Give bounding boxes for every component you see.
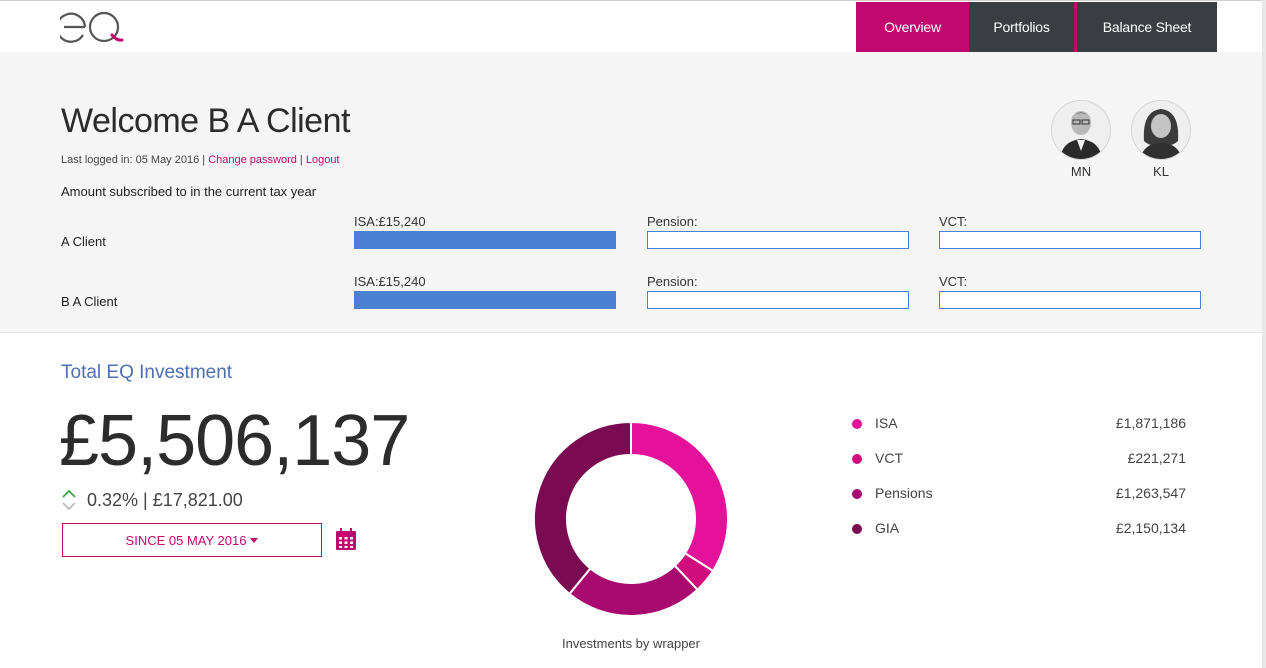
advisor-initials: MN <box>1070 164 1092 179</box>
change-row: 0.32% | £17,821.00 <box>61 488 243 512</box>
top-bar: Overview Portfolios Balance Sheet <box>0 0 1266 52</box>
pension-label: Pension: <box>647 214 698 229</box>
page-scrollbar[interactable] <box>1262 0 1266 668</box>
pension-label: Pension: <box>647 274 698 289</box>
isa-bar-fill <box>355 292 615 308</box>
client-name-a: A Client <box>61 234 106 249</box>
legend-value: £1,263,547 <box>1115 485 1186 501</box>
donut-slice-gia[interactable] <box>533 420 632 596</box>
pension-bar <box>647 231 909 249</box>
caret-down-icon <box>250 537 259 543</box>
isa-bar <box>354 231 616 249</box>
avatar[interactable] <box>1051 100 1111 160</box>
vct-label: VCT: <box>939 274 968 289</box>
legend-label: VCT <box>875 450 903 466</box>
isa-label: ISA:£15,240 <box>354 274 426 289</box>
pension-bar <box>647 291 909 309</box>
advisor-photo-icon <box>1132 101 1190 159</box>
change-password-link[interactable]: Change password <box>208 154 297 166</box>
calendar-icon[interactable] <box>335 527 357 551</box>
vct-bar <box>939 231 1201 249</box>
up-down-chevron-icon <box>62 489 76 511</box>
advisor-photo-icon <box>1052 101 1110 159</box>
since-date-label: SINCE 05 MAY 2016 <box>125 532 247 548</box>
nav-overview[interactable]: Overview <box>856 2 969 52</box>
main-nav: Overview Portfolios Balance Sheet <box>856 2 1217 52</box>
investments-donut-chart <box>533 420 729 617</box>
legend-dot <box>852 524 862 534</box>
chart-legend: ISA £1,871,186 VCT £221,271 Pensions £1,… <box>850 414 1186 554</box>
donut-slice-pensions[interactable] <box>567 564 699 617</box>
legend-item: VCT £221,271 <box>850 449 1186 484</box>
legend-value: £221,271 <box>1127 450 1186 466</box>
legend-dot <box>852 454 862 464</box>
eq-logo[interactable] <box>60 7 126 47</box>
amount-subscribed-label: Amount subscribed to in the current tax … <box>61 184 317 199</box>
last-logged-info: Last logged in: 05 May 2016 | Change pas… <box>61 154 340 166</box>
nav-separator <box>1074 2 1077 52</box>
legend-dot <box>852 489 862 499</box>
section-title: Total EQ Investment <box>61 362 233 383</box>
avatar[interactable] <box>1131 100 1191 160</box>
legend-item: ISA £1,871,186 <box>850 414 1186 449</box>
legend-label: ISA <box>875 415 898 431</box>
welcome-panel: Welcome B A Client Last logged in: 05 Ma… <box>0 52 1266 333</box>
page-title: Welcome B A Client <box>61 102 350 140</box>
isa-bar-fill <box>355 232 615 248</box>
total-investment-value: £5,506,137 <box>59 401 410 481</box>
legend-value: £2,150,134 <box>1115 520 1186 536</box>
nav-portfolios[interactable]: Portfolios <box>969 2 1074 52</box>
since-date-dropdown[interactable]: SINCE 05 MAY 2016 <box>62 523 322 557</box>
change-text: 0.32% | £17,821.00 <box>87 489 243 510</box>
vct-label: VCT: <box>939 214 968 229</box>
legend-label: GIA <box>875 520 900 536</box>
legend-item: Pensions £1,263,547 <box>850 484 1186 519</box>
legend-value: £1,871,186 <box>1115 415 1186 431</box>
link-separator: | <box>299 154 303 166</box>
chart-caption: Investments by wrapper <box>561 636 700 651</box>
legend-label: Pensions <box>875 485 933 501</box>
isa-bar <box>354 291 616 309</box>
last-logged-text: Last logged in: 05 May 2016 | <box>61 154 206 166</box>
advisor-kl[interactable]: KL <box>1131 100 1191 179</box>
nav-balance-sheet[interactable]: Balance Sheet <box>1077 2 1217 52</box>
donut-slice-isa[interactable] <box>630 420 729 573</box>
advisor-mn[interactable]: MN <box>1051 100 1111 179</box>
client-name-b: B A Client <box>61 294 118 309</box>
isa-label: ISA:£15,240 <box>354 214 426 229</box>
logout-link[interactable]: Logout <box>305 154 340 166</box>
advisor-initials: KL <box>1153 164 1169 179</box>
legend-item: GIA £2,150,134 <box>850 519 1186 554</box>
legend-dot <box>852 419 862 429</box>
vct-bar <box>939 291 1201 309</box>
